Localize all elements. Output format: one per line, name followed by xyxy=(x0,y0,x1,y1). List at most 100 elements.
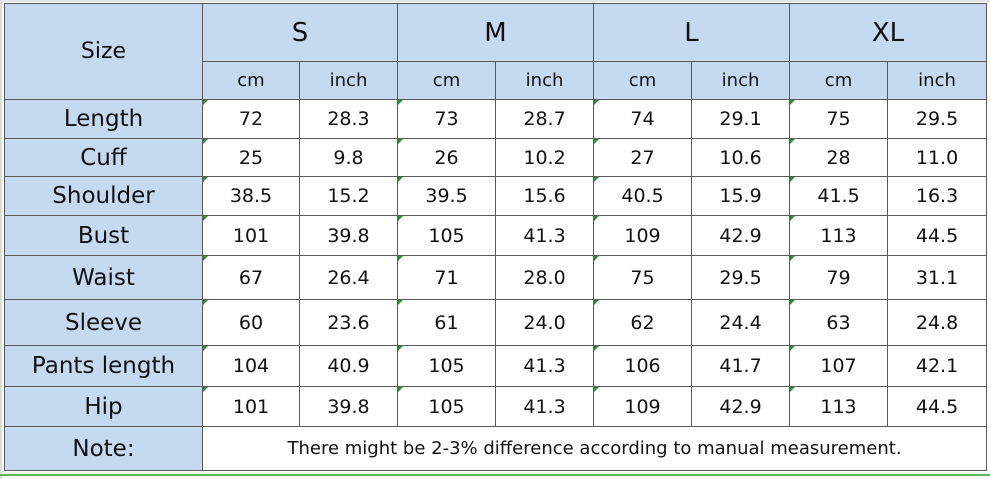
row-label: Pants length xyxy=(4,345,203,387)
size-header: Size xyxy=(4,3,203,100)
left-border xyxy=(0,0,2,479)
note-label: Note: xyxy=(4,426,203,471)
value-cell-cm: 38.5 xyxy=(202,176,300,216)
value-cell-cm: 63 xyxy=(789,299,889,346)
table-row: Sleeve 60 23.6 61 24.0 62 24.4 63 24.8 xyxy=(4,299,988,346)
value-cell-cm: 107 xyxy=(789,345,889,387)
value-cell-inch: 41.3 xyxy=(495,215,595,256)
value-cell-cm: 106 xyxy=(593,345,693,387)
unit-cm-header: cm xyxy=(593,61,693,100)
size-l-header: L xyxy=(593,3,791,62)
unit-cm-header: cm xyxy=(202,61,300,100)
table-row: Hip 101 39.8 105 41.3 109 42.9 113 44.5 xyxy=(4,386,988,427)
bottom-border xyxy=(0,474,990,476)
row-label: Hip xyxy=(4,386,203,427)
unit-inch-header: inch xyxy=(691,61,791,100)
value-cell-inch: 10.6 xyxy=(691,138,791,177)
table-row: Bust 101 39.8 105 41.3 109 42.9 113 44.5 xyxy=(4,215,988,256)
value-cell-inch: 29.5 xyxy=(691,255,791,300)
row-label: Shoulder xyxy=(4,176,203,216)
value-cell-cm: 104 xyxy=(202,345,300,387)
note-row: Note: There might be 2-3% difference acc… xyxy=(4,426,988,471)
table-row: Length 72 28.3 73 28.7 74 29.1 75 29.5 xyxy=(4,99,988,139)
value-cell-inch: 28.3 xyxy=(298,99,399,139)
value-cell-cm: 40.5 xyxy=(593,176,693,216)
unit-cm-header: cm xyxy=(397,61,497,100)
value-cell-inch: 29.1 xyxy=(691,99,791,139)
value-cell-cm: 109 xyxy=(593,215,693,256)
value-cell-inch: 42.9 xyxy=(691,386,791,427)
value-cell-cm: 75 xyxy=(593,255,693,300)
value-cell-inch: 15.2 xyxy=(298,176,399,216)
note-text: There might be 2-3% difference according… xyxy=(201,426,988,471)
value-cell-cm: 105 xyxy=(397,345,497,387)
value-cell-inch: 31.1 xyxy=(887,255,988,300)
value-cell-cm: 72 xyxy=(202,99,300,139)
value-cell-inch: 10.2 xyxy=(495,138,595,177)
value-cell-inch: 39.8 xyxy=(298,386,399,427)
value-cell-inch: 23.6 xyxy=(298,299,399,346)
top-border xyxy=(0,0,990,2)
unit-inch-header: inch xyxy=(495,61,595,100)
row-label: Cuff xyxy=(4,138,203,177)
value-cell-inch: 44.5 xyxy=(887,386,988,427)
size-m-header: M xyxy=(397,3,595,62)
value-cell-cm: 75 xyxy=(789,99,889,139)
value-cell-inch: 24.0 xyxy=(495,299,595,346)
value-cell-inch: 11.0 xyxy=(887,138,988,177)
value-cell-inch: 15.9 xyxy=(691,176,791,216)
value-cell-inch: 40.9 xyxy=(298,345,399,387)
value-cell-cm: 113 xyxy=(789,386,889,427)
value-cell-inch: 24.4 xyxy=(691,299,791,346)
value-cell-inch: 29.5 xyxy=(887,99,988,139)
unit-inch-header: inch xyxy=(298,61,399,100)
value-cell-cm: 105 xyxy=(397,386,497,427)
table-row: Shoulder 38.5 15.2 39.5 15.6 40.5 15.9 41.5 16.3 xyxy=(4,176,988,216)
value-cell-cm: 113 xyxy=(789,215,889,256)
value-cell-cm: 71 xyxy=(397,255,497,300)
value-cell-inch: 9.8 xyxy=(298,138,399,177)
unit-inch-header: inch xyxy=(887,61,988,100)
row-label: Sleeve xyxy=(4,299,203,346)
table-row: Cuff 25 9.8 26 10.2 27 10.6 28 11.0 xyxy=(4,138,988,177)
value-cell-cm: 25 xyxy=(202,138,300,177)
value-cell-inch: 26.4 xyxy=(298,255,399,300)
value-cell-inch: 28.0 xyxy=(495,255,595,300)
value-cell-cm: 73 xyxy=(397,99,497,139)
value-cell-cm: 27 xyxy=(593,138,693,177)
value-cell-cm: 26 xyxy=(397,138,497,177)
value-cell-cm: 109 xyxy=(593,386,693,427)
value-cell-cm: 61 xyxy=(397,299,497,346)
size-s-header: S xyxy=(201,3,399,62)
unit-cm-header: cm xyxy=(789,61,889,100)
table-row: Waist 67 26.4 71 28.0 75 29.5 79 31.1 xyxy=(4,255,988,300)
value-cell-cm: 41.5 xyxy=(789,176,889,216)
value-cell-cm: 28 xyxy=(789,138,889,177)
value-cell-inch: 41.3 xyxy=(495,386,595,427)
value-cell-inch: 39.8 xyxy=(298,215,399,256)
row-label: Waist xyxy=(4,255,203,300)
value-cell-cm: 74 xyxy=(593,99,693,139)
size-xl-header: XL xyxy=(789,3,988,62)
value-cell-cm: 101 xyxy=(202,215,300,256)
value-cell-inch: 42.1 xyxy=(887,345,988,387)
value-cell-inch: 24.8 xyxy=(887,299,988,346)
value-cell-cm: 62 xyxy=(593,299,693,346)
header-row-units: cm inch cm inch cm inch cm inch xyxy=(5,61,988,100)
value-cell-cm: 60 xyxy=(202,299,300,346)
value-cell-cm: 79 xyxy=(789,255,889,300)
value-cell-cm: 39.5 xyxy=(397,176,497,216)
value-cell-inch: 28.7 xyxy=(495,99,595,139)
value-cell-inch: 41.3 xyxy=(495,345,595,387)
row-label: Length xyxy=(4,99,203,139)
value-cell-cm: 67 xyxy=(202,255,300,300)
value-cell-inch: 42.9 xyxy=(691,215,791,256)
value-cell-inch: 41.7 xyxy=(691,345,791,387)
value-cell-inch: 44.5 xyxy=(887,215,988,256)
value-cell-cm: 101 xyxy=(202,386,300,427)
value-cell-inch: 15.6 xyxy=(495,176,595,216)
value-cell-inch: 16.3 xyxy=(887,176,988,216)
table-row: Pants length 104 40.9 105 41.3 106 41.7 107 42.1 xyxy=(4,345,988,387)
header-row-sizes: Size S M L XL xyxy=(4,3,988,100)
